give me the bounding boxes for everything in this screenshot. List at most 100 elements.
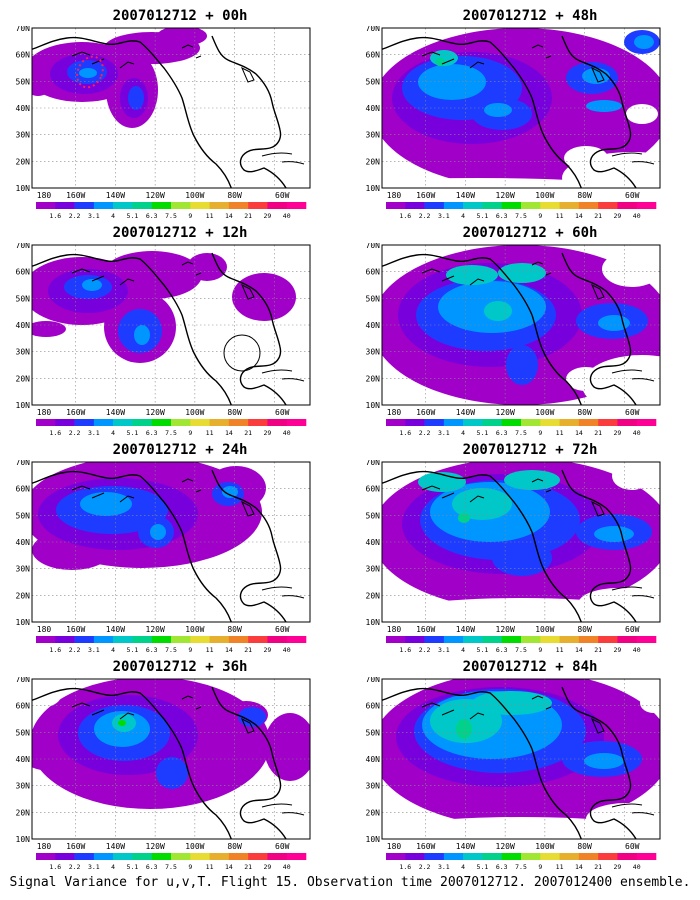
colorbar-swatch [228,202,249,209]
colorbar-label: 5.1 [477,646,489,654]
map-canvas: 70N 60N 50N 40N 30N 20N 10N 180 160W 140W 120W 100W… [366,26,661,220]
colorbar-label: 40 [283,863,291,871]
variance-contour [118,720,126,726]
lat-label: 60N [366,702,381,711]
colorbar-label: 7.5 [515,429,527,437]
lat-label: 10N [366,835,381,844]
lat-label: 20N [16,808,31,817]
colorbar-swatch [540,419,560,426]
lon-label: 180 [37,408,52,417]
colorbar-swatch [482,202,503,209]
lon-label: 100W [185,408,204,417]
colorbar-swatch [151,853,172,860]
map-border [31,678,311,840]
colorbar-swatch [93,636,114,643]
colorbar-swatch [559,636,580,643]
lat-label: 60N [16,702,31,711]
colorbar: 1.6 2.2 3.1 4 5.1 6.3 7.5 9 11 14 21 29 40 [36,202,307,220]
variance-contour [446,265,498,285]
lat-label: 70N [16,26,31,33]
variance-field [382,28,660,188]
lon-label: 160W [416,191,435,200]
lat-label: 30N [16,782,31,791]
lon-label: 180 [37,191,52,200]
map-border [381,461,661,623]
colorbar-label: 40 [633,646,641,654]
coastline [32,686,305,839]
colorbar-label: 21 [244,212,252,220]
colorbar-swatch [248,853,268,860]
colorbar-swatch [424,419,445,426]
colorbar-label: 4 [461,429,465,437]
colorbar-label: 7.5 [165,429,177,437]
colorbar-label: 6.3 [146,863,158,871]
colorbar-label: 21 [594,646,602,654]
variance-field [32,245,310,405]
map-canvas: 70N 60N 50N 40N 30N 20N 10N 180 160W 140W 120W 100W… [16,243,311,437]
colorbar-swatch [540,853,560,860]
colorbar-swatch [521,636,541,643]
variance-contour [594,526,634,542]
observation-circle [223,334,261,372]
lat-label: 10N [16,401,31,410]
colorbar-label: 14 [575,863,583,871]
lon-label: 160W [416,842,435,851]
variance-contour [156,757,188,789]
lat-label: 40N [366,538,381,547]
lat-label: 40N [366,755,381,764]
colorbar-swatch [132,202,153,209]
colorbar-label: 6.3 [146,212,158,220]
lat-label: 50N [366,77,381,86]
variance-contour [80,492,132,516]
map-canvas: 70N 60N 50N 40N 30N 20N 10N 180 160W 140W 120W 100W… [366,460,661,654]
lat-label: 10N [16,618,31,627]
colorbar-swatch [55,419,75,426]
graticule [382,245,660,405]
lon-label: 120W [146,191,165,200]
map-border [381,27,661,189]
panel-title: 2007012712 + 12h [112,225,248,241]
lat-label: 50N [16,77,31,86]
colorbar-label: 14 [225,863,233,871]
low-variance-area [586,803,660,835]
variance-contour [238,707,266,727]
lon-label: 80W [227,408,242,417]
colorbar-label: 14 [575,646,583,654]
colorbar-swatch [405,853,425,860]
lat-label: 30N [16,131,31,140]
lon-label: 140W [456,191,475,200]
variance-contour [452,488,512,520]
variance-contour [157,28,207,46]
colorbar-label: 40 [283,429,291,437]
colorbar-label: 29 [264,212,272,220]
colorbar-label: 29 [264,429,272,437]
colorbar-swatch [617,636,638,643]
low-variance-area [634,245,660,263]
colorbar-label: 2.2 [419,646,431,654]
variance-contour [232,273,296,321]
colorbar-swatch [132,853,153,860]
lat-label: 30N [366,782,381,791]
colorbar-label: 1.6 [399,212,411,220]
lat-label: 10N [366,618,381,627]
colorbar-label: 1.6 [399,863,411,871]
lon-label: 60W [275,842,290,851]
lat-label: 70N [366,243,381,250]
lat-label: 70N [366,26,381,33]
lon-label: 120W [496,842,515,851]
colorbar-label: 1.6 [49,212,61,220]
colorbar-swatch [501,636,522,643]
colorbar-label: 7.5 [165,212,177,220]
low-variance-area [566,367,606,391]
lon-label: 140W [456,625,475,634]
colorbar-swatch [267,419,288,426]
colorbar-swatch [132,636,153,643]
panel-36h: 2007012712 + 36h 70N 60N 50N 40N 30N 20N 10N 18… [10,657,350,873]
colorbar-label: 2.2 [69,212,81,220]
colorbar-label: 14 [225,212,233,220]
colorbar: 1.6 2.2 3.1 4 5.1 6.3 7.5 9 11 14 21 29 40 [386,853,657,871]
variance-contour [584,753,624,769]
panel-60h: 2007012712 + 60h 70N 60N 50N 40N 30N 20N 10N 18… [360,223,700,439]
colorbar-label: 4 [111,429,115,437]
map-canvas: 70N 60N 50N 40N 30N 20N 10N 180 160W 140W 120W 100W… [16,677,311,871]
